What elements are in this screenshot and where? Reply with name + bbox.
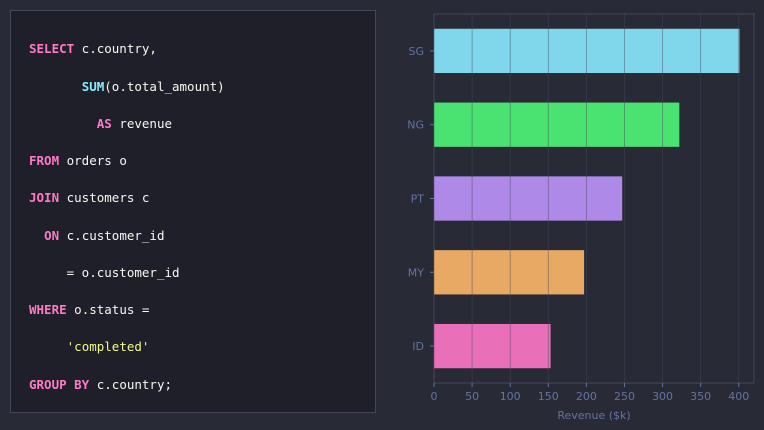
code-token: c.country, [74, 41, 157, 56]
code-token: = o.customer_id [29, 265, 180, 280]
code-token [29, 339, 67, 354]
code-token: c.customer_id [59, 228, 165, 243]
code-line-5: JOIN customers c [29, 190, 149, 206]
y-tick-label-id: ID [412, 340, 424, 353]
bar-pt [434, 176, 623, 221]
code-token: 'completed' [66, 339, 150, 354]
code-line-3: AS revenue [29, 116, 172, 132]
x-tick-label: 200 [576, 390, 597, 403]
code-line-9: 'completed' [29, 339, 150, 355]
code-token: AS [96, 116, 112, 131]
code-token: (o.total_amount) [104, 79, 225, 94]
revenue-bar-chart: 0 50 100 150 200 250 300 350 400 SG NG PT MY ID Revenu… [407, 13, 755, 422]
code-token: revenue [111, 116, 173, 131]
y-tick-label-pt: PT [411, 193, 425, 206]
code-token: orders o [59, 153, 127, 168]
code-token [29, 116, 97, 131]
code-token: SELECT [29, 41, 75, 56]
code-token [29, 228, 44, 243]
x-tick-label: 250 [614, 390, 635, 403]
bar-my [434, 250, 585, 295]
code-token: o.status = [66, 302, 150, 317]
code-token: SUM [81, 79, 105, 94]
code-token: GROUP BY [29, 377, 90, 392]
code-line-4: FROM orders o [29, 153, 127, 169]
code-line-8: WHERE o.status = [29, 302, 149, 318]
y-tick-label-my: MY [408, 266, 424, 279]
code-token: JOIN [29, 190, 60, 205]
x-tick-label: 50 [465, 390, 479, 403]
bar-id [434, 323, 551, 369]
code-line-1: SELECT c.country, [29, 41, 157, 57]
x-tick-label: 150 [538, 390, 559, 403]
code-token: customers c [59, 190, 150, 205]
x-tick-label: 350 [690, 390, 711, 403]
x-axis-label: Revenue ($k) [557, 409, 630, 422]
x-tick-label: 400 [728, 390, 749, 403]
code-line-7: = o.customer_id [29, 265, 180, 281]
code-line-2: SUM(o.total_amount) [29, 79, 225, 95]
code-line-10: GROUP BY c.country; [29, 377, 172, 393]
x-tick-label: 0 [431, 390, 438, 403]
code-token: ON [44, 228, 60, 243]
code-token: FROM [29, 153, 60, 168]
y-tick-label-sg: SG [408, 45, 424, 58]
bar-ng [434, 102, 680, 147]
code-token: c.country; [89, 377, 173, 392]
x-tick-label: 100 [500, 390, 521, 403]
y-tick-label-ng: NG [407, 119, 424, 132]
code-line-6: ON c.customer_id [29, 228, 164, 244]
code-token: WHERE [29, 302, 67, 317]
x-tick-label: 300 [652, 390, 673, 403]
code-token [29, 79, 82, 94]
sql-code-panel: SELECT c.country, SUM(o.total_amount) AS… [10, 10, 376, 413]
